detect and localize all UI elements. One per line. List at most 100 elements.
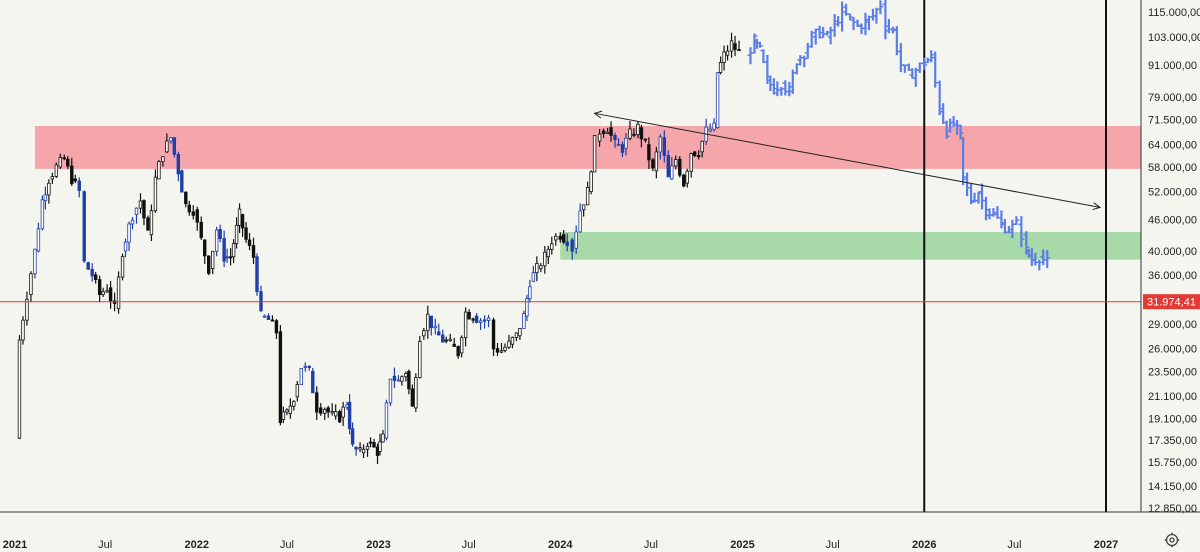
candle: [478, 318, 483, 330]
candle: [589, 170, 593, 195]
candle: [990, 208, 997, 217]
candle: [565, 233, 569, 252]
candle: [176, 151, 181, 182]
candle: [90, 263, 94, 282]
candle: [191, 205, 195, 220]
candle: [93, 271, 98, 284]
candle: [199, 216, 203, 240]
candle: [609, 121, 613, 142]
settings-gear-button[interactable]: [1163, 531, 1181, 549]
candle: [643, 138, 648, 143]
candle: [240, 213, 245, 237]
y-tick-label: 52.000,00: [1148, 187, 1197, 199]
candle: [266, 313, 271, 321]
candle: [491, 317, 496, 357]
candle: [347, 394, 352, 435]
candle: [50, 172, 55, 184]
candle: [180, 169, 184, 193]
candle: [307, 365, 311, 371]
candle: [574, 225, 578, 255]
candle: [388, 378, 393, 407]
candle: [459, 335, 464, 358]
candle: [285, 408, 289, 416]
candle: [433, 318, 437, 335]
candle: [157, 160, 161, 180]
price-label-text: 31.974,41: [1147, 297, 1196, 309]
candle: [195, 206, 199, 231]
candle: [58, 153, 63, 170]
candle: [62, 154, 66, 161]
candle: [138, 193, 143, 214]
gear-icon: [1164, 532, 1180, 548]
candle: [161, 156, 165, 167]
y-tick-label: 26.000,00: [1148, 344, 1197, 356]
trendline-arrow: [593, 110, 603, 119]
candle: [368, 437, 373, 448]
candle: [146, 215, 150, 231]
candle: [839, 1, 846, 32]
candle: [251, 237, 256, 265]
candle: [452, 337, 456, 347]
candle: [554, 233, 558, 246]
candle: [525, 294, 529, 322]
candle: [733, 35, 737, 57]
candle: [712, 118, 716, 132]
candle: [323, 407, 327, 421]
y-tick-label: 91.000,00: [1148, 60, 1197, 72]
candle: [303, 362, 308, 372]
candle: [73, 174, 77, 184]
candle: [40, 195, 45, 231]
candle: [350, 422, 355, 447]
candle: [510, 336, 515, 349]
candle: [311, 367, 315, 394]
trendline[interactable]: [594, 112, 1101, 208]
candle: [25, 291, 29, 326]
candle: [689, 152, 693, 178]
candle: [255, 253, 259, 296]
candle: [960, 136, 967, 186]
candle: [546, 245, 551, 265]
candle: [578, 203, 582, 233]
candle: [708, 123, 712, 133]
candle: [134, 207, 139, 224]
candle: [410, 384, 415, 407]
candle: [674, 155, 678, 170]
candle: [372, 438, 376, 448]
candle: [928, 50, 935, 63]
candle: [153, 169, 158, 213]
candle: [222, 230, 226, 268]
candle: [108, 280, 113, 309]
y-tick-label: 103.000,00: [1148, 32, 1200, 44]
candle: [288, 398, 293, 419]
y-tick-label: 36.000,00: [1148, 270, 1197, 282]
y-tick-label: 46.000,00: [1148, 214, 1197, 226]
candle: [169, 137, 173, 144]
candle: [756, 41, 763, 48]
candle: [47, 179, 51, 204]
candle: [570, 237, 574, 260]
candle: [666, 150, 671, 178]
candle: [522, 310, 526, 329]
x-tick-label: Jul: [826, 539, 840, 551]
candle: [172, 137, 177, 158]
candle: [127, 221, 131, 251]
candle: [247, 232, 252, 251]
candle: [234, 217, 239, 249]
x-axis[interactable]: 2021 Jul 2022 Jul 2023 Jul 2024 Jul 2025 Jul 2026 J…: [0, 511, 1200, 551]
candle: [1044, 250, 1051, 269]
y-tick-label: 71.500,00: [1148, 115, 1197, 127]
candle: [877, 0, 884, 15]
candle: [636, 121, 640, 139]
candle: [921, 57, 928, 70]
candle: [1013, 216, 1020, 225]
x-tick-label: 2022: [185, 539, 209, 551]
candle: [354, 446, 358, 456]
candle: [662, 130, 667, 163]
candle: [418, 335, 422, 379]
candle: [692, 151, 697, 157]
candle: [718, 56, 723, 75]
candle: [531, 265, 536, 282]
support-zone: [560, 232, 1141, 260]
candle: [86, 261, 90, 270]
